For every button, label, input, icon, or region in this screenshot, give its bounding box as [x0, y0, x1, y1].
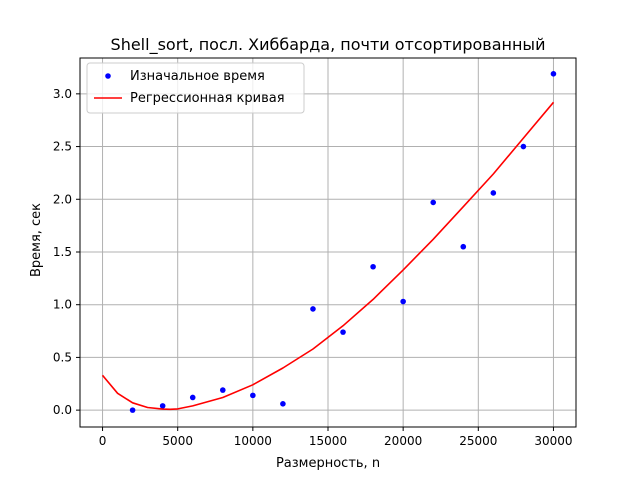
- data-point: [370, 263, 376, 270]
- y-tick-label: 1.5: [53, 245, 72, 259]
- grid: [80, 58, 576, 427]
- legend-marker-scatter: [105, 73, 111, 79]
- y-tick-label: 0.5: [53, 350, 72, 364]
- axis-ticks: 0 5000 10000 15000 20000 25000 30000 0.0 0.5 1.0 1…: [53, 87, 573, 448]
- x-tick-label: 30000: [534, 434, 572, 448]
- data-point: [460, 243, 467, 250]
- x-axis-title: Размерность, n: [276, 456, 380, 471]
- legend-label-line: Регрессионная кривая: [130, 91, 285, 106]
- y-tick-label: 3.0: [53, 87, 72, 101]
- chart-title: Shell_sort, посл. Хиббарда, почти отсорт…: [111, 35, 546, 55]
- y-tick-label: 0.0: [53, 403, 72, 417]
- data-point: [250, 392, 256, 399]
- data-point: [400, 298, 406, 305]
- legend: Изначальное время Регрессионная кривая: [86, 62, 305, 114]
- x-tick-label: 25000: [459, 434, 497, 448]
- x-tick-label: 5000: [162, 434, 193, 448]
- data-point: [219, 387, 226, 393]
- data-point: [280, 401, 286, 407]
- legend-label-scatter: Изначальное время: [130, 69, 265, 84]
- y-axis-title: Время, сек: [29, 203, 44, 277]
- data-point: [310, 306, 316, 312]
- data-point: [430, 199, 437, 206]
- x-tick-label: 10000: [234, 434, 272, 448]
- regression-curve: [101, 101, 555, 411]
- data-point: [490, 190, 497, 196]
- y-tick-label: 2.0: [53, 192, 72, 206]
- data-point: [159, 403, 166, 409]
- y-tick-label: 1.0: [53, 298, 72, 312]
- data-point: [129, 407, 136, 413]
- series: [101, 71, 557, 413]
- x-tick-label: 0: [99, 434, 107, 448]
- data-point: [550, 71, 557, 77]
- data-point: [340, 329, 346, 335]
- data-point: [189, 394, 196, 401]
- x-tick-label: 15000: [309, 434, 347, 448]
- data-point: [520, 143, 527, 150]
- legend-box: [86, 62, 305, 114]
- y-tick-label: 2.5: [53, 140, 72, 154]
- x-tick-label: 20000: [384, 434, 422, 448]
